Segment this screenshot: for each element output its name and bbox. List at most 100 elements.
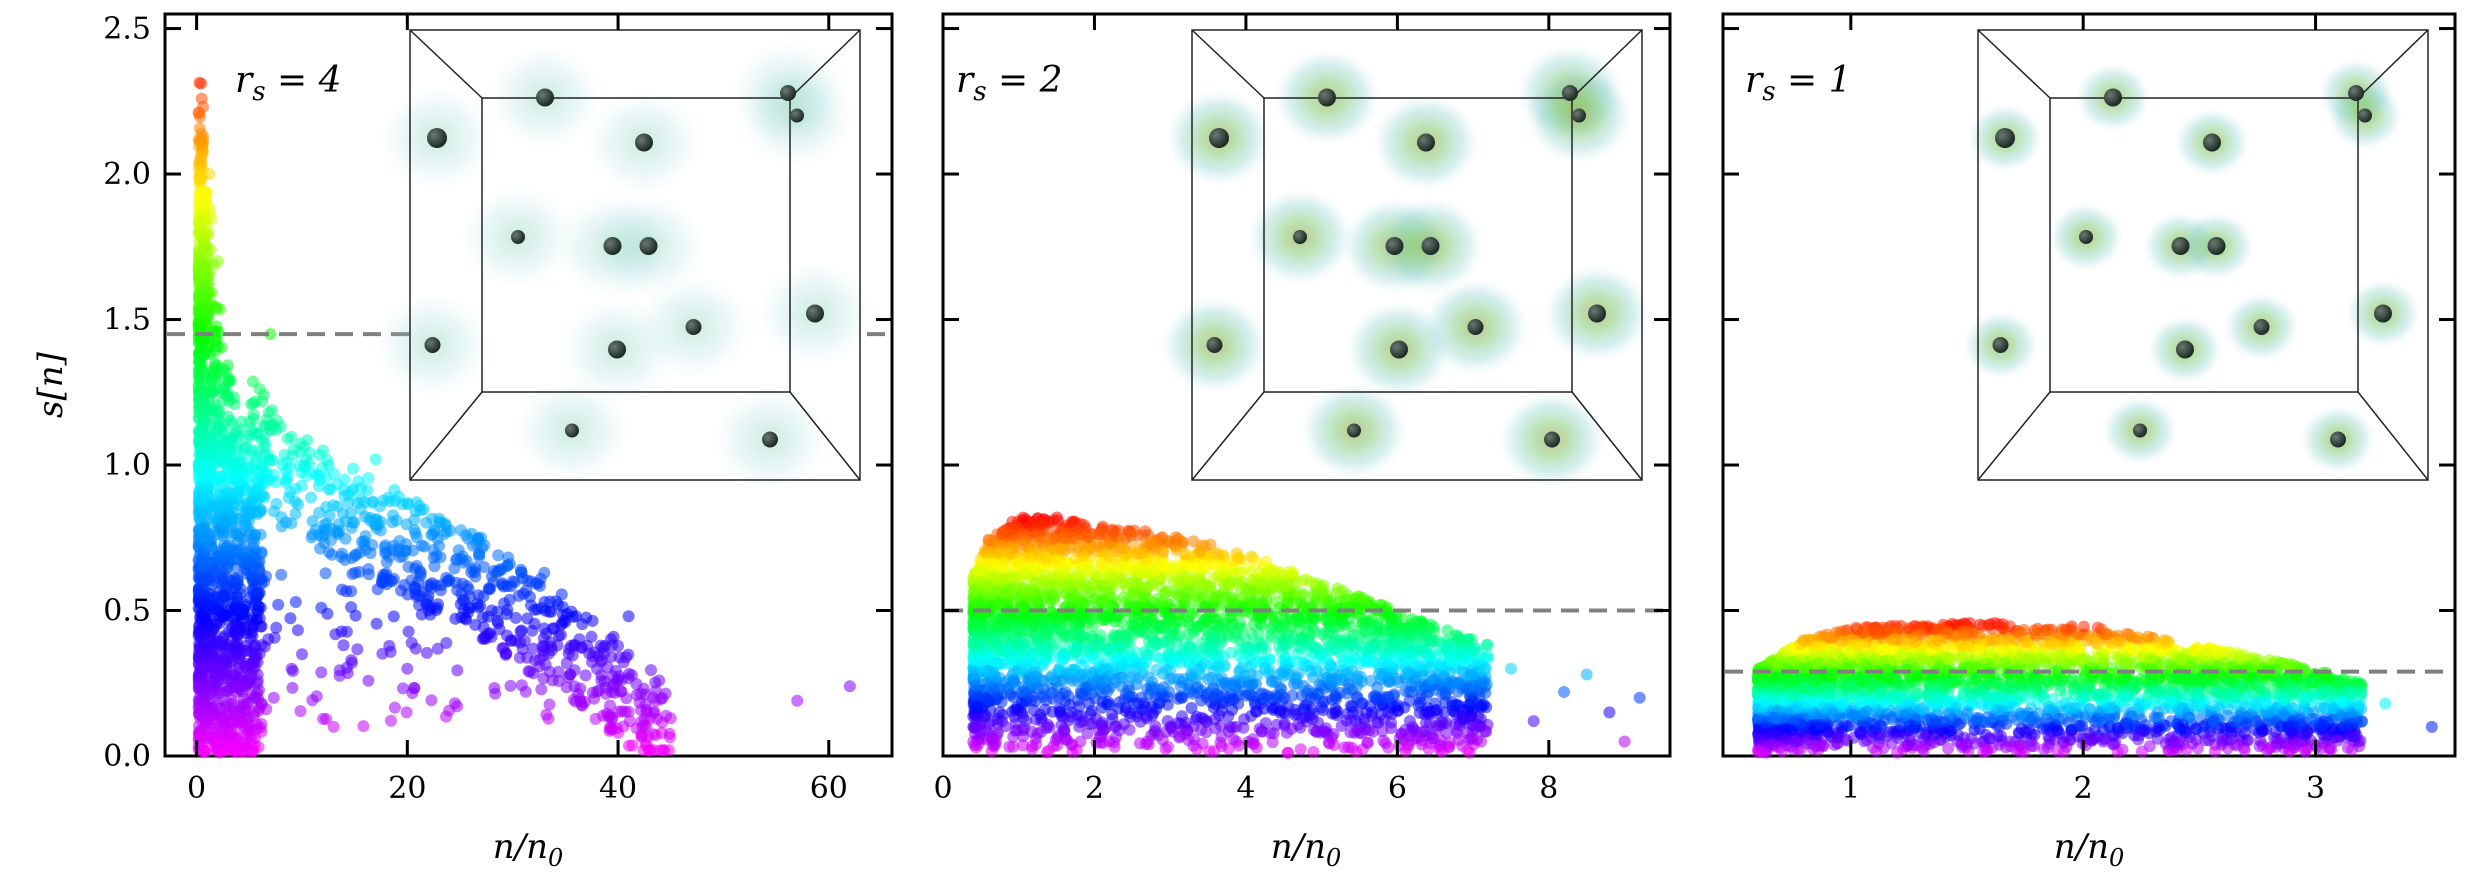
atom <box>608 340 626 359</box>
data-point <box>402 625 415 638</box>
data-point <box>1066 515 1079 528</box>
data-point <box>521 574 534 587</box>
data-point <box>204 243 217 256</box>
y-tick-label: 1.5 <box>103 303 151 338</box>
data-point <box>440 637 453 649</box>
data-point <box>601 661 614 674</box>
data-point <box>246 611 259 624</box>
data-point <box>195 424 208 436</box>
data-point <box>281 471 294 483</box>
data-point <box>1025 725 1038 738</box>
data-point <box>513 636 526 649</box>
data-point <box>196 406 208 418</box>
data-point <box>337 639 350 652</box>
data-point <box>1264 629 1277 641</box>
atom <box>806 304 824 323</box>
data-point <box>475 531 488 544</box>
data-point <box>245 461 258 474</box>
data-point <box>220 516 232 529</box>
data-point <box>245 688 258 701</box>
data-point <box>278 448 291 461</box>
data-point <box>205 717 218 730</box>
data-point <box>327 499 340 512</box>
data-point <box>215 638 228 651</box>
data-point <box>211 255 224 268</box>
data-point <box>538 622 551 635</box>
y-tick-label: 0.5 <box>103 594 151 629</box>
data-point <box>222 625 235 638</box>
data-point <box>193 491 206 504</box>
data-point <box>401 662 414 675</box>
data-point <box>384 574 396 587</box>
data-point <box>1165 722 1178 735</box>
data-point <box>192 627 205 640</box>
data-point <box>371 583 384 596</box>
data-point <box>294 705 307 718</box>
data-point <box>268 631 281 644</box>
data-point <box>637 744 650 757</box>
data-point <box>607 680 619 693</box>
data-point <box>193 505 206 518</box>
data-point <box>543 698 556 711</box>
data-point <box>214 489 226 501</box>
data-point <box>569 610 582 623</box>
data-point <box>1279 651 1292 664</box>
data-point <box>579 669 592 682</box>
data-point <box>434 551 447 564</box>
data-point <box>340 625 353 638</box>
data-point <box>422 590 435 602</box>
data-point <box>514 625 527 638</box>
data-point <box>521 612 534 625</box>
data-point <box>991 718 1004 731</box>
data-point <box>552 665 565 678</box>
data-point <box>1185 702 1198 714</box>
data-point <box>243 736 256 749</box>
data-point <box>597 641 609 654</box>
data-point <box>635 731 648 743</box>
data-point <box>537 632 550 645</box>
data-point <box>589 712 602 725</box>
data-point <box>1017 711 1030 723</box>
data-point <box>281 432 294 445</box>
y-tick-label: 0.0 <box>103 739 151 774</box>
data-point <box>271 414 284 427</box>
data-point <box>655 693 667 705</box>
data-point <box>197 640 210 653</box>
atom <box>635 133 653 152</box>
data-point <box>1055 543 1068 556</box>
data-point <box>210 738 223 750</box>
data-point <box>1357 592 1370 605</box>
data-point <box>1399 745 1412 758</box>
data-point <box>380 556 393 569</box>
data-point <box>492 549 505 562</box>
data-point <box>202 470 215 483</box>
data-point <box>200 744 213 757</box>
data-point <box>348 516 361 529</box>
data-point <box>289 507 302 520</box>
data-point <box>1291 655 1304 668</box>
data-point <box>390 514 403 527</box>
data-point <box>408 682 421 695</box>
atom <box>790 108 804 123</box>
data-point <box>231 456 244 469</box>
y-tick-label: 2.5 <box>103 12 151 47</box>
x-tick-label: 0 <box>187 771 206 806</box>
data-point <box>331 478 344 491</box>
data-point <box>377 494 390 507</box>
data-point <box>1374 708 1387 721</box>
data-point <box>388 483 401 496</box>
data-point <box>195 77 208 90</box>
data-point <box>471 597 484 610</box>
data-point <box>1341 667 1354 680</box>
data-point <box>526 624 539 637</box>
data-point <box>199 604 211 617</box>
data-point <box>251 445 264 457</box>
data-point <box>362 472 375 485</box>
data-point <box>239 507 252 520</box>
data-point <box>193 290 206 303</box>
data-point <box>639 698 652 711</box>
data-point <box>791 694 804 707</box>
data-point <box>1047 514 1060 527</box>
data-point <box>315 601 328 614</box>
